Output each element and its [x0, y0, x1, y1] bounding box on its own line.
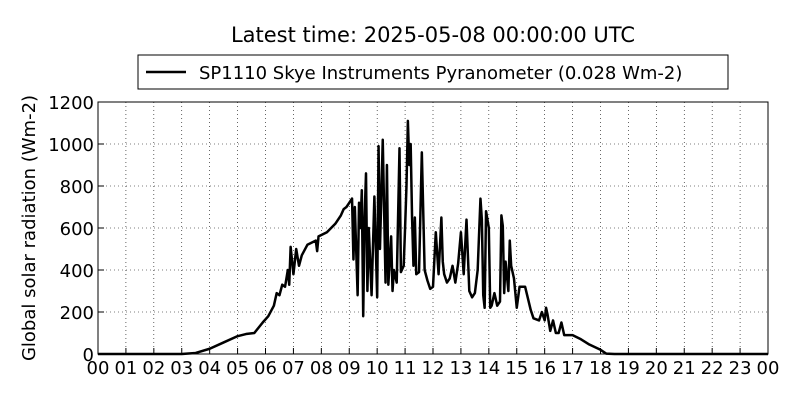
- x-tick-label: 00: [87, 358, 110, 379]
- x-tick-label: 19: [617, 358, 640, 379]
- x-tick-label: 11: [394, 358, 417, 379]
- x-tick-label: 15: [505, 358, 528, 379]
- y-tick-label: 1000: [48, 135, 94, 156]
- y-axis-label: Global solar radiation (Wm-2): [19, 95, 40, 361]
- legend-label: SP1110 Skye Instruments Pyranometer (0.0…: [199, 63, 682, 84]
- x-tick-label: 08: [310, 358, 333, 379]
- x-tick-label: 20: [645, 358, 668, 379]
- x-tick-label: 09: [338, 358, 361, 379]
- data-line: [98, 119, 768, 356]
- x-tick-label: 01: [114, 358, 137, 379]
- x-tick-label: 04: [198, 358, 221, 379]
- chart-title: Latest time: 2025-05-08 00:00:00 UTC: [231, 23, 635, 47]
- legend-box: [137, 54, 729, 90]
- x-tick-label: 07: [282, 358, 305, 379]
- x-tick-label: 03: [170, 358, 193, 379]
- x-tick-label: 21: [673, 358, 696, 379]
- x-tick-label: 14: [477, 358, 500, 379]
- x-tick-label: 18: [589, 358, 612, 379]
- x-tick-label: 22: [701, 358, 724, 379]
- y-tick-label: 200: [60, 303, 94, 324]
- x-tick-label: 10: [366, 358, 389, 379]
- x-tick-label: 23: [729, 358, 752, 379]
- y-tick-label: 0: [83, 345, 94, 366]
- x-tick-label: 12: [422, 358, 445, 379]
- y-tick-label: 400: [60, 261, 94, 282]
- x-tick-label: 06: [254, 358, 277, 379]
- x-tick-label: 17: [561, 358, 584, 379]
- x-tick-label: 00: [757, 358, 780, 379]
- y-tick-label: 1200: [48, 93, 94, 114]
- x-tick-label: 13: [449, 358, 472, 379]
- plot-frame: [97, 101, 769, 355]
- y-tick-label: 600: [60, 219, 94, 240]
- x-tick-label: 02: [142, 358, 165, 379]
- x-tick-label: 05: [226, 358, 249, 379]
- y-tick-label: 800: [60, 177, 94, 198]
- x-tick-label: 16: [533, 358, 556, 379]
